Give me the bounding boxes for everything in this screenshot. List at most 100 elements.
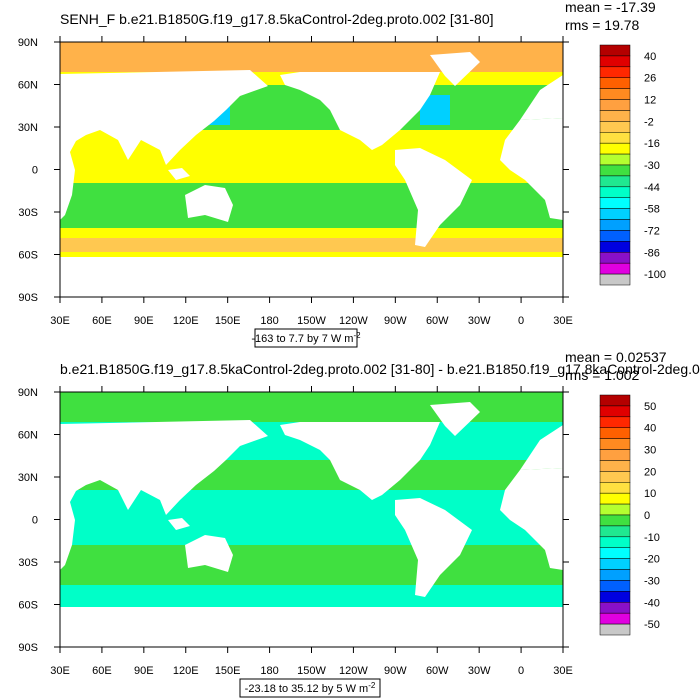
lon-label: 120W (339, 665, 368, 677)
lon-label: 150E (215, 665, 241, 677)
lat-label: 30N (18, 122, 38, 134)
stat: mean = 0.02537 (565, 349, 667, 365)
lon-label: 150W (297, 315, 326, 327)
colorbar-swatch (599, 558, 631, 570)
colorbar-swatch (599, 262, 631, 275)
colorbar-swatch (599, 121, 631, 133)
colorbar-swatch (599, 241, 631, 253)
colorbar-label: -20 (644, 554, 660, 566)
lon-label: 60E (92, 665, 112, 677)
colorbar-swatch (599, 110, 631, 122)
colorbar-swatch (599, 503, 631, 516)
colorbar-label: -30 (644, 160, 660, 172)
colorbar-swatch (599, 55, 631, 68)
colorbar-label: -2 (644, 116, 654, 128)
colorbar-swatch (599, 77, 631, 89)
colorbar-swatch (599, 492, 631, 505)
colorbar-swatch (599, 153, 631, 166)
colorbar-swatch (599, 438, 631, 450)
colorbar-swatch (599, 612, 631, 625)
colorbar-swatch (599, 394, 631, 407)
lon-label: 30E (553, 315, 573, 327)
lon-label: 120E (173, 315, 199, 327)
lat-label: 60N (18, 430, 38, 442)
colorbar-label: -30 (644, 575, 660, 587)
lon-label: 30E (50, 315, 70, 327)
colorbar-swatch (599, 569, 631, 581)
colorbar-label: -50 (644, 619, 660, 631)
panel-title: b.e21.B1850G.f19_g17.8.5kaControl-2deg.p… (60, 361, 700, 377)
colorbar-label: 50 (644, 401, 656, 413)
lat-label: 0 (32, 165, 38, 177)
lon-label: 60E (92, 315, 112, 327)
colorbar-swatch (599, 416, 631, 428)
lat-label: 90N (18, 387, 38, 399)
lon-label: 30E (50, 665, 70, 677)
colorbar-swatch (599, 66, 631, 78)
colorbar-swatch (599, 142, 631, 155)
lon-label: 0 (518, 315, 524, 327)
lat-label: 60S (18, 600, 38, 612)
colorbar-swatch (599, 197, 631, 209)
info-box (239, 678, 381, 698)
lat-label: 30S (18, 207, 38, 219)
panel: b.e21.B1850G.f19_g17.8.5kaControl-2deg.p… (18, 349, 700, 698)
colorbar-swatch (599, 547, 631, 559)
lat-label: 30S (18, 557, 38, 569)
stat: rms = 19.78 (565, 17, 640, 33)
colorbar-swatch (599, 88, 631, 100)
lat-label: 60S (18, 250, 38, 262)
map-fill (60, 42, 563, 297)
colorbar-label: -100 (644, 269, 666, 281)
lon-label: 60W (426, 665, 449, 677)
info-main: -23.18 to 35.12 by 5 W m (245, 683, 369, 695)
colorbar-label: 0 (644, 510, 650, 522)
map-fill (60, 392, 563, 647)
colorbar-label: -86 (644, 247, 660, 259)
colorbar-label: 40 (644, 51, 656, 63)
colorbar-swatch (599, 99, 631, 111)
lon-label: 120W (339, 315, 368, 327)
colorbar-swatch (599, 580, 631, 592)
lon-label: 0 (518, 665, 524, 677)
stat: mean = -17.39 (565, 0, 656, 15)
panel-title: SENH_F b.e21.B1850G.f19_g17.8.5kaControl… (60, 11, 494, 27)
colorbar-label: -16 (644, 138, 660, 150)
colorbar-label: 12 (644, 95, 656, 107)
lon-label: 90W (384, 665, 407, 677)
colorbar-swatch (599, 208, 631, 220)
colorbar-label: 40 (644, 423, 656, 435)
colorbar-swatch (599, 405, 631, 418)
colorbar-label: -10 (644, 532, 660, 544)
colorbar-swatch (599, 219, 631, 231)
colorbar-label: 20 (644, 466, 656, 478)
lon-label: 30W (468, 665, 491, 677)
lat-label: 30N (18, 472, 38, 484)
colorbar-swatch (599, 591, 631, 603)
lon-label: 180 (260, 315, 278, 327)
colorbar-swatch (599, 514, 631, 527)
colorbar-label: 10 (644, 488, 656, 500)
colorbar-swatch (599, 230, 631, 242)
colorbar-label: -72 (644, 225, 660, 237)
colorbar-swatch (599, 471, 631, 483)
stat: rms = 1.002 (565, 367, 640, 383)
colorbar-label: -40 (644, 597, 660, 609)
colorbar-swatch (599, 482, 631, 494)
lat-label: 90N (18, 37, 38, 49)
lat-label: 0 (32, 515, 38, 527)
lat-label: 90S (18, 292, 38, 304)
colorbar-swatch (599, 449, 631, 461)
colorbar-swatch (599, 164, 631, 177)
lon-label: 180 (260, 665, 278, 677)
lon-label: 120E (173, 665, 199, 677)
colorbar-swatch (599, 44, 631, 57)
info-main: -163 to 7.7 by 7 W m (251, 333, 353, 345)
lat-label: 90S (18, 642, 38, 654)
colorbar-swatch (599, 252, 631, 264)
info-text: -163 to 7.7 by 7 W m-2 (251, 331, 361, 346)
lon-label: 30W (468, 315, 491, 327)
colorbar-swatch (599, 186, 631, 198)
lon-label: 90E (134, 315, 154, 327)
lon-label: 150E (215, 315, 241, 327)
